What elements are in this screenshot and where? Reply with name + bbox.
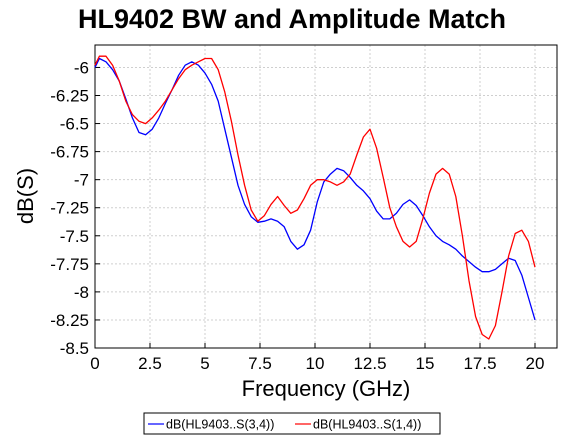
legend-box: [143, 412, 441, 435]
y-axis-label: dB(S): [13, 168, 38, 224]
x-tick-label: 17.5: [463, 354, 496, 373]
series-layer: [94, 55, 536, 340]
y-tick-label: -6: [74, 58, 89, 77]
chart-title: HL9402 BW and Amplitude Match: [78, 4, 506, 34]
x-tick-label: 10: [306, 354, 325, 373]
y-tick-label: -7.25: [50, 199, 89, 218]
grid-lines: [94, 45, 557, 349]
y-tick-label: -7: [74, 171, 89, 190]
series-line-0: [94, 57, 536, 321]
y-tick-label: -6.75: [50, 143, 89, 162]
series-line-1: [94, 55, 536, 340]
y-tick-label: -6.5: [60, 115, 89, 134]
x-tick-label: 20: [526, 354, 545, 373]
y-tick-label: -8.5: [60, 339, 89, 358]
axis-ticks: 0 2.5 5 7.5 10 12.5 15 17.5 20 -6 -6.25 -6.5 -6.75 -7…: [50, 58, 544, 373]
y-tick-label: -7.75: [50, 255, 89, 274]
y-tick-label: -6.25: [50, 87, 89, 106]
legend-label-s34: dB(HL9403..S(3,4)): [166, 418, 274, 432]
x-tick-label: 15: [416, 354, 435, 373]
y-tick-label: -8.25: [50, 311, 89, 330]
x-axis-label: Frequency (GHz): [242, 376, 411, 401]
plot-area: [94, 44, 558, 349]
y-tick-label: -8: [74, 283, 89, 302]
x-tick-label: 12.5: [353, 354, 386, 373]
x-tick-label: 7.5: [248, 354, 272, 373]
x-tick-label: 2.5: [138, 354, 162, 373]
x-tick-label: 5: [200, 354, 209, 373]
legend: dB(HL9403..S(3,4)) dB(HL9403..S(1,4)): [143, 412, 441, 435]
legend-label-s14: dB(HL9403..S(1,4)): [313, 418, 421, 432]
x-tick-label: 0: [90, 354, 99, 373]
y-tick-label: -7.5: [60, 227, 89, 246]
